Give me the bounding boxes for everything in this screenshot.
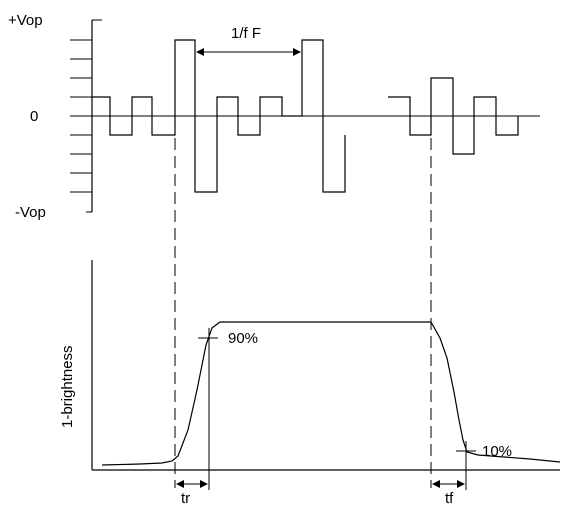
- response-axes: [91, 260, 560, 471]
- ninety-percent-label: 90%: [228, 330, 258, 347]
- rise-time-label: tr: [181, 490, 190, 507]
- ten-percent-label: 10%: [482, 443, 512, 460]
- vop-positive-label: +Vop: [8, 12, 43, 29]
- vop-negative-label: -Vop: [15, 204, 46, 221]
- period-label: 1/f F: [231, 25, 261, 42]
- ninety-percent-marker: 90%: [198, 328, 258, 348]
- fall-time-label: tf: [445, 490, 454, 507]
- response-ylabel: 1-brightness: [59, 345, 76, 428]
- fall-time-dimension: tf: [432, 445, 467, 507]
- period-dimension: 1/f F: [196, 25, 301, 56]
- zero-label: 0: [30, 108, 38, 125]
- drive-waveform-segment-1: [92, 39, 346, 193]
- rise-time-dimension: tr: [176, 342, 210, 507]
- drive-waveform-segment-2: [388, 77, 519, 155]
